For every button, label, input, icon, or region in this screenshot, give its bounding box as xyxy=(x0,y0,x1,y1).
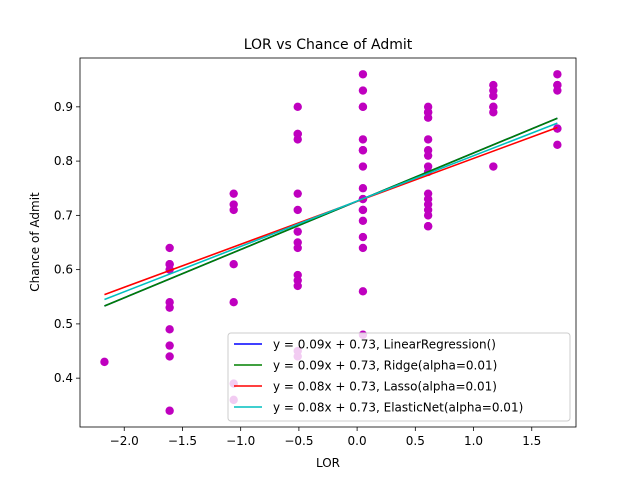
data-point xyxy=(100,357,109,367)
data-point xyxy=(358,243,368,253)
plot-area xyxy=(100,70,562,415)
data-point xyxy=(423,108,433,117)
legend-label: y = 0.08x + 0.73, Lasso(alpha=0.01) xyxy=(273,380,497,394)
x-tick-label: −2.0 xyxy=(110,434,139,448)
data-point xyxy=(489,102,498,112)
data-point xyxy=(358,146,368,155)
x-tick-label: 0.0 xyxy=(348,434,367,448)
x-tick-label: −0.5 xyxy=(284,434,313,448)
legend-label: y = 0.09x + 0.73, Ridge(alpha=0.01) xyxy=(273,359,497,373)
data-point xyxy=(358,102,368,112)
data-point xyxy=(229,205,238,215)
data-point xyxy=(358,287,368,296)
legend-label: y = 0.09x + 0.73, LinearRegression() xyxy=(273,338,496,352)
data-point xyxy=(423,222,433,231)
x-axis: −2.0 −1.5 −1.0 −0.5 0.0 0.5 1.0 1.5 xyxy=(110,427,541,448)
data-point xyxy=(229,260,238,269)
data-point xyxy=(165,406,174,415)
data-point xyxy=(358,232,368,242)
data-point xyxy=(165,341,174,350)
data-point xyxy=(358,86,368,95)
data-point xyxy=(165,325,174,334)
data-point xyxy=(553,140,562,150)
data-point xyxy=(293,281,302,291)
data-point xyxy=(229,297,238,307)
y-tick-label: 0.6 xyxy=(54,263,73,277)
legend-box xyxy=(227,332,571,422)
data-point xyxy=(358,216,368,225)
y-tick-label: 0.9 xyxy=(54,100,73,114)
x-tick-label: −1.5 xyxy=(168,434,197,448)
data-point xyxy=(489,162,498,171)
data-point xyxy=(489,86,498,95)
x-tick-label: 0.5 xyxy=(406,434,425,448)
data-point xyxy=(553,80,562,90)
data-point xyxy=(358,184,368,193)
data-point xyxy=(165,260,174,269)
legend: y = 0.09x + 0.73, LinearRegression() y = … xyxy=(227,332,571,422)
data-point xyxy=(358,162,368,171)
data-point xyxy=(553,70,562,79)
y-tick-label: 0.4 xyxy=(54,371,73,385)
series-line-3 xyxy=(104,122,558,301)
legend-label: y = 0.08x + 0.73, ElasticNet(alpha=0.01) xyxy=(273,401,523,415)
y-axis-label: Chance of Admit xyxy=(28,192,42,292)
data-point xyxy=(165,303,174,312)
data-point xyxy=(165,352,174,361)
data-point xyxy=(358,135,368,144)
data-point xyxy=(293,243,302,253)
data-point xyxy=(423,211,433,220)
plot-frame xyxy=(79,57,577,428)
x-tick-label: −1.0 xyxy=(226,434,255,448)
y-axis: 0.4 0.5 0.6 0.7 0.8 0.9 xyxy=(54,100,80,385)
data-point xyxy=(293,227,302,236)
y-tick-label: 0.7 xyxy=(54,208,73,222)
data-point xyxy=(358,70,368,79)
x-tick-label: 1.0 xyxy=(464,434,483,448)
data-point xyxy=(293,189,302,198)
data-point xyxy=(423,151,433,160)
chart-title: LOR vs Chance of Admit xyxy=(244,37,413,53)
x-tick-label: 1.5 xyxy=(522,434,541,448)
y-tick-label: 0.8 xyxy=(54,154,73,168)
data-point xyxy=(229,189,238,198)
data-point xyxy=(423,135,433,144)
data-point xyxy=(293,129,302,139)
data-point xyxy=(358,205,368,215)
y-tick-label: 0.5 xyxy=(54,317,73,331)
data-point xyxy=(293,205,302,215)
data-point xyxy=(165,243,174,253)
data-point xyxy=(293,102,302,112)
data-point xyxy=(553,124,562,133)
x-axis-label: LOR xyxy=(316,456,340,470)
